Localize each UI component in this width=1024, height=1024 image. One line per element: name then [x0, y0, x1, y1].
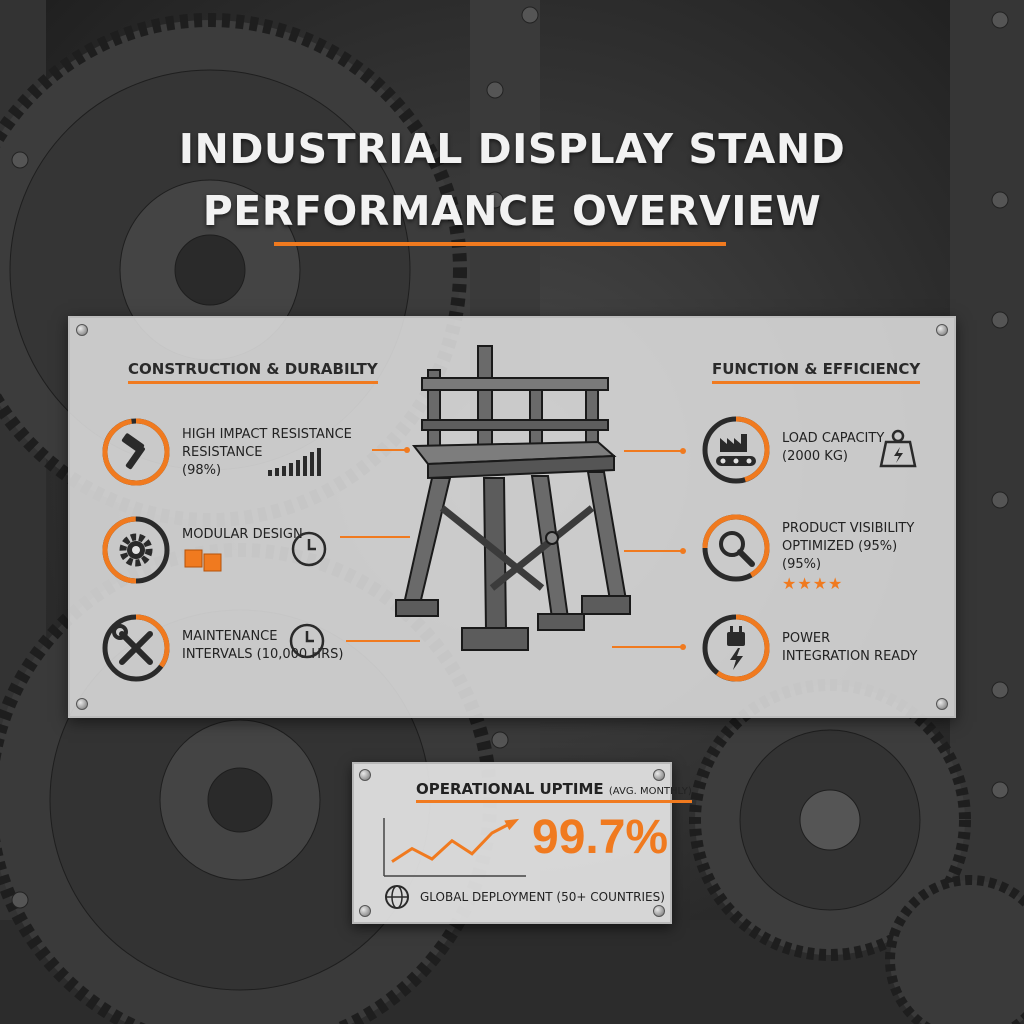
trend-line	[391, 821, 513, 863]
hammer-icon	[102, 418, 170, 486]
uptime-trend-chart	[383, 818, 526, 877]
title-line-2: PERFORMANCE OVERVIEW	[202, 187, 822, 235]
connector-dot	[680, 548, 686, 554]
power-integration-label: POWER INTEGRATION READY	[782, 631, 918, 664]
rivet	[359, 769, 371, 781]
rivet	[359, 905, 371, 917]
rivet	[76, 324, 88, 336]
rivet	[936, 324, 948, 336]
uptime-title: OPERATIONAL UPTIME (AVG. MONTHLY)	[416, 780, 692, 803]
rivet	[936, 698, 948, 710]
boxes-icon	[184, 549, 222, 572]
rivet	[653, 769, 665, 781]
globe-icon	[385, 885, 409, 909]
weight-icon	[879, 429, 917, 468]
conveyor-factory-icon	[702, 416, 770, 484]
modular-design-label: MODULAR DESIGN	[182, 527, 303, 542]
connector-line	[624, 550, 684, 552]
connector-line	[372, 449, 408, 451]
uptime-card: OPERATIONAL UPTIME (AVG. MONTHLY) 99.7% …	[352, 762, 692, 924]
overview-panel: CONSTRUCTION & DURABILTY FUNCTION & EFFI…	[68, 316, 956, 718]
trend-arrowhead	[504, 818, 520, 831]
connector-line	[346, 640, 420, 642]
stars-icon: ★★★★	[782, 574, 844, 593]
connector-dot	[404, 447, 410, 453]
magnifier-icon	[702, 514, 770, 582]
connector-dot	[680, 448, 686, 454]
connector-line	[340, 536, 410, 538]
connector-dot	[680, 644, 686, 650]
connector-line	[624, 450, 684, 452]
uptime-value: 99.7%	[532, 811, 669, 864]
display-stand-illustration	[395, 345, 631, 651]
plug-bolt-icon	[702, 614, 770, 682]
gear-icon	[102, 516, 170, 584]
maintenance-intervals-label: MAINTENANCE INTERVALS (10,000 HRS)	[182, 629, 344, 662]
construction-section-title: CONSTRUCTION & DURABILTY	[128, 360, 378, 384]
rivet	[653, 905, 665, 917]
uptime-subtitle: (AVG. MONTHLY)	[608, 786, 692, 797]
clock-icon	[289, 623, 325, 659]
title-line-1: INDUSTRIAL DISPLAY STAND	[178, 125, 846, 173]
signal-bars-icon	[268, 448, 321, 476]
clock-icon	[291, 531, 327, 567]
impact-resistance-label: HIGH IMPACT RESISTANCE RESISTANCE (98%)	[182, 427, 352, 478]
connector-line	[612, 646, 684, 648]
page-title: INDUSTRIAL DISPLAY STAND PERFORMANCE OVE…	[0, 118, 1024, 242]
product-visibility-label: PRODUCT VISIBILITY OPTIMIZED (95%) (95%)	[782, 521, 915, 572]
load-capacity-label: LOAD CAPACITY (2000 KG)	[782, 431, 885, 464]
wrench-screwdriver-icon	[102, 614, 170, 682]
gear-bottom-right	[689, 679, 1024, 1024]
rivet	[76, 698, 88, 710]
global-deployment-label: GLOBAL DEPLOYMENT (50+ COUNTRIES)	[420, 890, 665, 904]
title-underline	[274, 242, 726, 246]
function-section-title: FUNCTION & EFFICIENCY	[712, 360, 921, 384]
